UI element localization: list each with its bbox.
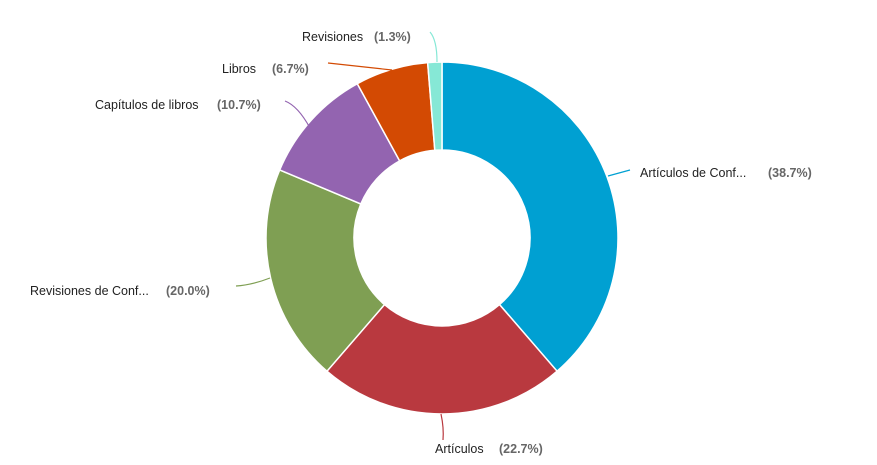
slice-label: Artículos: [435, 442, 484, 456]
slice-label: Revisiones de Conf...: [30, 284, 149, 298]
slice-label: Libros: [222, 62, 256, 76]
leader-line-0: [607, 169, 631, 177]
leader-line-1: [440, 413, 444, 441]
slice-percent-label: (20.0%): [166, 284, 210, 298]
slice-1[interactable]: [325, 303, 559, 415]
slice-percent-label: (10.7%): [217, 98, 261, 112]
slice-percent-label: (1.3%): [374, 30, 411, 44]
slice-percent-label: (22.7%): [499, 442, 543, 456]
slice-percent-label: (38.7%): [768, 166, 812, 180]
slice-label: Artículos de Conf...: [640, 166, 746, 180]
leader-line-2: [235, 277, 271, 287]
slice-5[interactable]: [426, 61, 443, 152]
leader-line-5: [429, 31, 438, 63]
slice-percent-label: (6.7%): [272, 62, 309, 76]
slice-label: Capítulos de libros: [95, 98, 199, 112]
slice-0[interactable]: [441, 61, 619, 373]
leader-line-4: [327, 62, 393, 71]
slice-2[interactable]: [265, 168, 386, 373]
slice-label: Revisiones: [302, 30, 363, 44]
leader-line-3: [284, 100, 311, 129]
